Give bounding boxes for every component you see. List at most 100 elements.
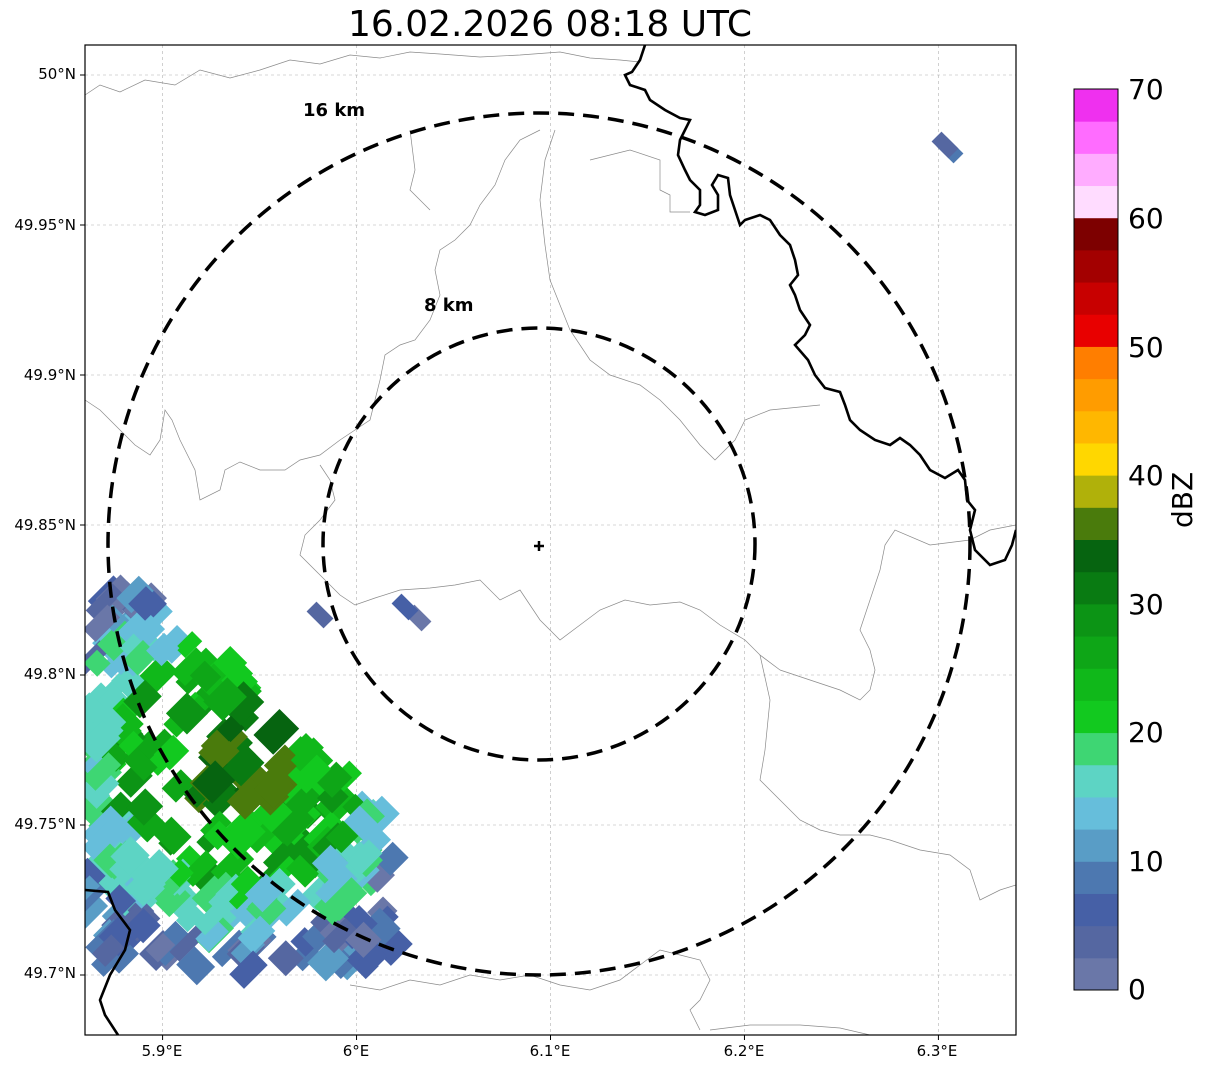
echo-cell [105, 884, 137, 916]
echo-cell [307, 939, 349, 982]
colorbar-bin [1074, 764, 1118, 798]
colorbar-tick-label: 40 [1128, 459, 1164, 492]
echo-cell [315, 875, 345, 906]
echo-cell [85, 720, 121, 763]
echo-cell [128, 586, 163, 621]
echo-cell [198, 739, 225, 766]
border-line [589, 149, 690, 213]
major-borders [85, 45, 1016, 1035]
colorbar-bin [1074, 796, 1118, 830]
echo-cell [110, 836, 150, 876]
echo-cell [85, 583, 123, 621]
echo-cell [273, 888, 311, 927]
echo-cell [131, 849, 179, 897]
river-line [623, 45, 1016, 567]
x-tick-label: 6.3°E [916, 1042, 958, 1060]
colorbar-bin [1074, 153, 1118, 187]
x-tick-label: 6.2°E [723, 1042, 765, 1060]
echo-cell [302, 923, 331, 952]
echo-cell [119, 633, 146, 659]
colorbar-bin [1074, 893, 1118, 927]
colorbar-bin [1074, 442, 1118, 476]
echo-cell [161, 769, 196, 803]
colorbar-bin [1074, 732, 1118, 766]
echo-cell [306, 601, 334, 629]
echo-cell [123, 746, 158, 781]
echo-cell [176, 946, 216, 986]
echo-cell [286, 854, 319, 888]
echo-cell [85, 821, 124, 864]
echo-cell [195, 918, 229, 952]
colorbar-tick-label: 60 [1128, 202, 1164, 235]
echo-cell [325, 820, 359, 854]
echo-cell [200, 871, 237, 908]
border-line [85, 51, 641, 96]
echo-cell [85, 604, 121, 643]
colorbar-bin [1074, 185, 1118, 219]
plot-area [85, 45, 1016, 1035]
echo-cell [175, 903, 205, 933]
echo-cell [85, 875, 101, 900]
x-tickmarks [162, 1035, 939, 1040]
echo-cell [345, 921, 382, 958]
echo-cell [298, 761, 328, 790]
gridlines [85, 45, 1016, 1035]
border-line [85, 129, 541, 501]
echo-cell [189, 660, 222, 692]
echo-cell [109, 703, 144, 738]
echo-cell [203, 820, 234, 851]
echo-cell [267, 940, 304, 977]
echo-cell [85, 649, 111, 677]
echo-cell [223, 744, 265, 787]
border-line [539, 129, 821, 461]
radar-echoes [85, 131, 964, 989]
echo-cell [145, 932, 176, 963]
echo-cell [181, 850, 218, 887]
echo-cell [116, 575, 154, 614]
colorbar-bin [1074, 539, 1118, 573]
echo-cell [931, 131, 959, 159]
echo-cell [246, 888, 287, 929]
colorbar-tick-label: 10 [1128, 845, 1164, 878]
colorbar-bin [1074, 475, 1118, 508]
echo-cell [356, 944, 388, 975]
y-tick-label: 49.9°N [23, 366, 76, 384]
colorbar-bin [1074, 861, 1118, 894]
echo-cell [212, 740, 240, 769]
echo-cell [118, 730, 144, 756]
colorbar-bin [1074, 378, 1118, 412]
echo-cell [90, 702, 127, 739]
colorbar-bin [1074, 346, 1118, 380]
colorbar-tick-label: 50 [1128, 331, 1164, 364]
echo-cell [273, 805, 315, 847]
border-line [299, 464, 781, 671]
echo-cell [188, 857, 225, 893]
echo-cell [290, 733, 317, 759]
echo-cell [253, 708, 300, 755]
y-tick-label: 50°N [38, 65, 76, 83]
echo-cell [171, 647, 210, 686]
echo-cell [125, 873, 158, 907]
echo-cell [153, 816, 192, 855]
colorbar-frame [1073, 88, 1119, 991]
echo-cell [144, 656, 176, 688]
echo-cell [316, 761, 353, 798]
echo-cell [169, 924, 207, 962]
colorbar-tick-label: 30 [1128, 588, 1164, 621]
echo-cell [175, 631, 203, 659]
colorbar-tick-label: 20 [1128, 716, 1164, 749]
border-line [759, 654, 1016, 901]
border-line [349, 949, 711, 1031]
border-line [709, 1024, 871, 1035]
colorbar-bin [1074, 668, 1118, 701]
echo-cell [194, 903, 227, 936]
echo-cell [229, 950, 268, 989]
colorbar-bin [1074, 829, 1118, 862]
ring-label-16km: 16 km [303, 100, 366, 121]
echo-cell [91, 934, 125, 967]
range-ring-16km [106, 111, 972, 977]
echo-cell [289, 737, 324, 772]
echo-cell [346, 839, 383, 876]
echo-cell [317, 781, 349, 814]
